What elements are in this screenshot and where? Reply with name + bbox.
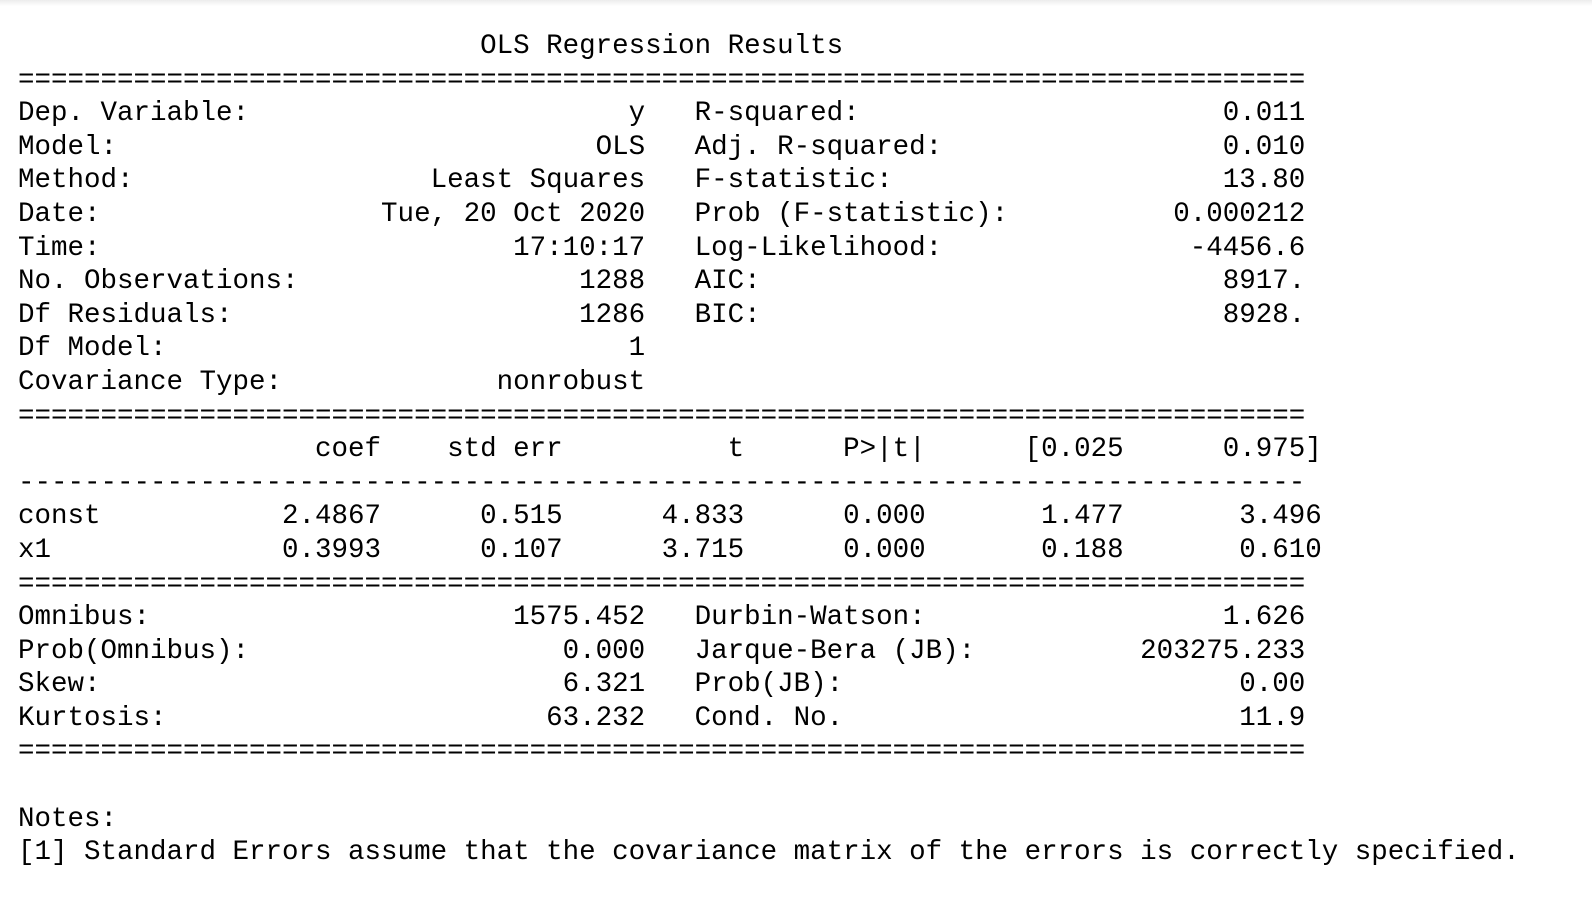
double-separator-coef-end: ========================================… — [18, 568, 1306, 600]
summary-row: Method: Least Squares F-statistic: 13.80 — [18, 165, 1306, 197]
coef-header-row: coef std err t P>|t| [0.025 0.975] — [18, 434, 1322, 466]
diagnostics-summary: Omnibus: 1575.452 Durbin-Watson: 1.626 Pr… — [18, 601, 1520, 735]
coef-row: const 2.4867 0.515 4.833 0.000 1.477 3.4… — [18, 501, 1322, 533]
summary-row: Date: Tue, 20 Oct 2020 Prob (F-statistic… — [18, 198, 1306, 230]
summary-row: Df Residuals: 1286 BIC: 8928. — [18, 299, 1306, 331]
summary-row: Model: OLS Adj. R-squared: 0.010 — [18, 131, 1306, 163]
notes-section: Notes: [1] Standard Errors assume that th… — [18, 803, 1520, 870]
summary-row: Covariance Type: nonrobust — [18, 366, 1306, 398]
summary-row: Df Model: 1 — [18, 333, 1306, 365]
ols-regression-output: OLS Regression Results =================… — [18, 30, 1520, 870]
diagnostics-row: Prob(Omnibus): 0.000 Jarque-Bera (JB): 2… — [18, 635, 1306, 667]
diagnostics-row: Omnibus: 1575.452 Durbin-Watson: 1.626 — [18, 602, 1306, 634]
model-summary: Dep. Variable: y R-squared: 0.011 Model: … — [18, 97, 1520, 399]
results-title: OLS Regression Results — [18, 31, 1306, 62]
double-separator-top: ========================================… — [18, 64, 1306, 96]
blank-line — [18, 769, 1520, 803]
diagnostics-row: Kurtosis: 63.232 Cond. No. 11.9 — [18, 702, 1306, 734]
single-separator: ----------------------------------------… — [18, 467, 1306, 499]
summary-row: Time: 17:10:17 Log-Likelihood: -4456.6 — [18, 232, 1306, 264]
summary-row: Dep. Variable: y R-squared: 0.011 — [18, 98, 1306, 130]
notes-heading: Notes: — [18, 803, 118, 835]
note-item: [1] Standard Errors assume that the cova… — [18, 837, 1520, 869]
coef-row: x1 0.3993 0.107 3.715 0.000 0.188 0.610 — [18, 534, 1322, 566]
double-separator-bottom: ========================================… — [18, 736, 1306, 768]
diagnostics-row: Skew: 6.321 Prob(JB): 0.00 — [18, 669, 1306, 701]
coefficients-table: coef std err t P>|t| [0.025 0.975] ------… — [18, 433, 1520, 567]
double-separator-summary-end: ========================================… — [18, 400, 1306, 432]
summary-row: No. Observations: 1288 AIC: 8917. — [18, 266, 1306, 298]
top-shadow — [0, 0, 1592, 6]
